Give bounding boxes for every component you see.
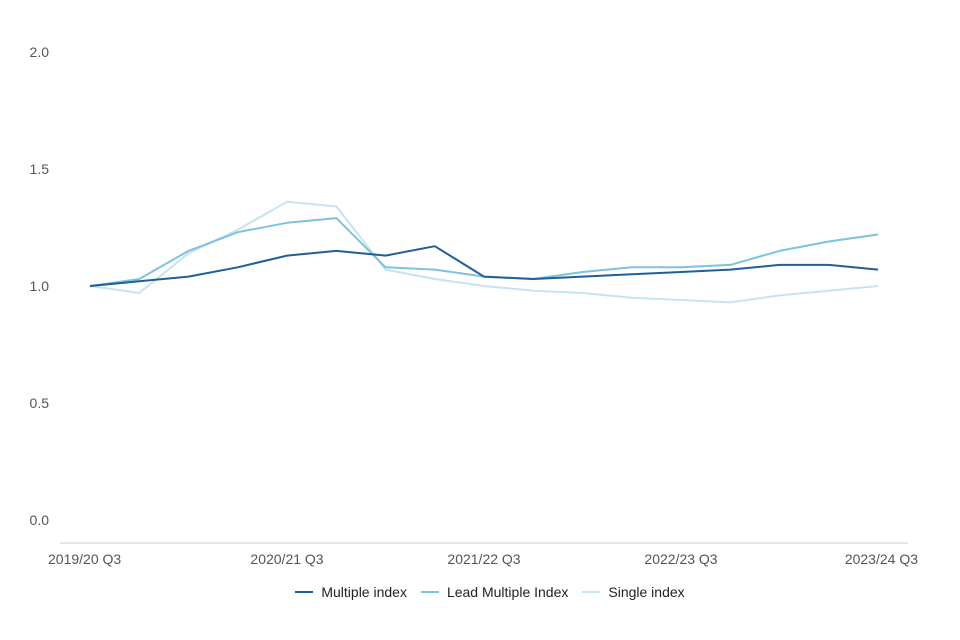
y-tick-label: 0.5 <box>30 395 50 411</box>
x-tick-label: 2023/24 Q3 <box>845 551 918 567</box>
y-tick-label: 1.0 <box>30 278 50 294</box>
legend-swatch <box>420 591 439 593</box>
series-line-single-index <box>89 200 879 304</box>
y-tick-label: 1.5 <box>30 161 50 177</box>
y-tick-label: 2.0 <box>30 44 50 60</box>
y-axis-ticks: 0.0 0.5 1.0 1.5 2.0 <box>30 44 50 528</box>
legend-swatch <box>295 591 314 593</box>
legend-label: Multiple index <box>321 584 407 600</box>
legend-label: Lead Multiple Index <box>446 584 569 600</box>
x-tick-label: 2020/21 Q3 <box>250 551 323 567</box>
x-axis-ticks: 2019/20 Q3 2020/21 Q3 2021/22 Q3 2022/23 Q3… <box>48 551 918 567</box>
legend-item: Multiple index <box>295 584 407 600</box>
series-line-multiple-index <box>89 245 879 287</box>
legend-swatch <box>582 591 601 593</box>
legend-label: Single index <box>608 584 685 600</box>
legend-item: Single index <box>582 584 685 600</box>
x-tick-label: 2019/20 Q3 <box>48 551 121 567</box>
line-chart: 0.0 0.5 1.0 1.5 2.0 2019/20 Q3 2020/21 Q3 2021… <box>30 44 919 567</box>
x-tick-label: 2022/23 Q3 <box>644 551 717 567</box>
series-lines <box>89 200 879 304</box>
y-tick-label: 0.0 <box>30 512 50 528</box>
x-tick-label: 2021/22 Q3 <box>447 551 520 567</box>
legend: Multiple index Lead Multiple Index Single … <box>0 584 960 600</box>
legend-item: Lead Multiple Index <box>420 584 569 600</box>
